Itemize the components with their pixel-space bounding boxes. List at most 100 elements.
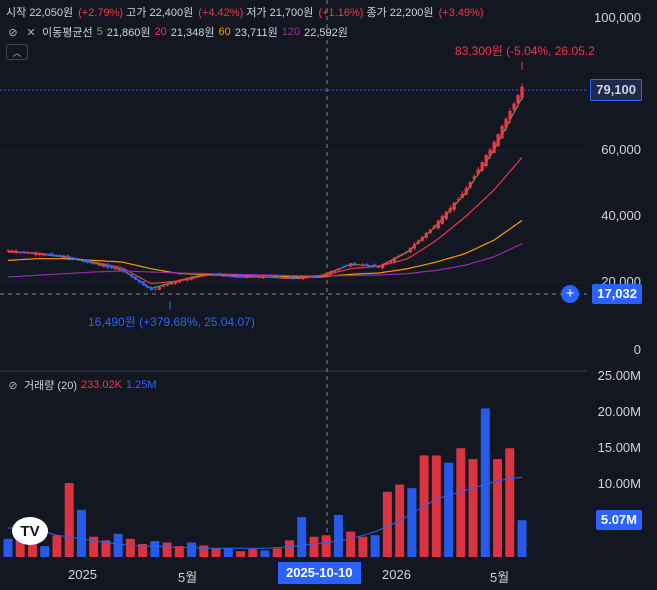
candle-body (349, 263, 353, 267)
candle-body (504, 118, 508, 128)
candle-body (428, 229, 432, 233)
candle-body (321, 274, 325, 277)
candle-body (185, 278, 189, 281)
candle-body (253, 276, 257, 278)
candle-body (181, 279, 185, 281)
candle-body (404, 251, 409, 253)
candle-body (293, 277, 297, 279)
add-alert-button[interactable]: + (561, 285, 579, 303)
moving-average-lines (7, 97, 523, 290)
candle-body (193, 276, 197, 278)
candle-body (173, 281, 177, 284)
candle-body (384, 263, 389, 265)
volume-bar (125, 538, 135, 557)
volume-bar (187, 542, 197, 557)
candle-body (380, 264, 385, 269)
eye-slash-icon[interactable]: ⊘ (8, 379, 18, 392)
vol-tick-20m: 20.00M (597, 404, 641, 419)
vol-tick-25m: 25.00M (597, 368, 641, 383)
ma-line-20 (7, 157, 523, 285)
candle-body (94, 263, 98, 265)
candle-body (90, 262, 94, 264)
ma-line-120 (7, 243, 523, 278)
candle-body (480, 161, 484, 171)
volume-bar (284, 540, 294, 557)
candle-body (169, 283, 173, 285)
candle-body (161, 286, 165, 288)
candle-body (492, 141, 496, 153)
candle-body (205, 273, 209, 276)
close-icon[interactable]: ✕ (26, 26, 36, 39)
candle-body (396, 256, 401, 258)
candle-body (297, 277, 301, 279)
candle-body (464, 188, 468, 195)
candle-body (6, 250, 10, 252)
crosshair-price-badge: 17,032 (592, 284, 642, 304)
eye-slash-icon[interactable]: ⊘ (8, 26, 18, 39)
candle-body (102, 265, 106, 267)
candle-body (361, 264, 365, 266)
candle-body (412, 244, 417, 249)
candle-body (341, 267, 345, 269)
volume-bar (309, 536, 319, 557)
candle-body (209, 273, 213, 275)
candle-body (125, 272, 130, 274)
candle-body (305, 276, 309, 279)
candle-body (225, 275, 229, 277)
volume-bar (76, 509, 86, 557)
candle-body (508, 111, 512, 120)
candle-body (133, 276, 138, 280)
candle-body (269, 276, 273, 278)
ma-title: 이동평균선 (42, 27, 93, 39)
candle-body (229, 276, 233, 278)
candle-body (400, 253, 405, 255)
candle-body (368, 265, 373, 267)
y-tick-0: 0 (633, 342, 641, 357)
candle-body (512, 103, 516, 110)
candle-body (333, 270, 337, 273)
candle-body (452, 202, 456, 210)
volume-badge: 5.07M (595, 510, 642, 530)
volume-ma-line (8, 476, 523, 549)
candle-body (273, 277, 277, 279)
candle-body (237, 275, 241, 278)
tradingview-logo[interactable]: TV (12, 517, 48, 545)
volume-title: 거래량 (20) (24, 380, 77, 392)
y-tick-100000: 100,000 (594, 10, 641, 25)
volume-bar (346, 531, 356, 557)
candle-body (121, 268, 126, 272)
candle-body (496, 133, 500, 146)
candle-body (488, 149, 492, 156)
open-value: 22,050원 (29, 7, 74, 19)
candle-body (74, 258, 78, 260)
candle-body (213, 274, 217, 276)
vol-tick-15m: 15.00M (597, 440, 641, 455)
candle-body (476, 169, 480, 175)
volume-bar (431, 455, 441, 557)
candle-body (145, 286, 150, 288)
candle-body (34, 253, 38, 255)
volume-legend[interactable]: ⊘ 거래량 (20) 233.02K 1.25M (6, 377, 156, 393)
x-tick-may-2026: 5월 (490, 570, 510, 585)
ma20-period: 20 (154, 26, 167, 38)
candle-body (345, 265, 349, 267)
volume-bar (101, 540, 111, 557)
ma-legend[interactable]: ⊘ ✕ 이동평균선 5 21,860원 20 21,348원 60 23,711… (6, 24, 348, 40)
candle-body (325, 273, 329, 277)
candle-body (137, 279, 142, 283)
volume-bar (138, 543, 148, 557)
candle-body (440, 216, 444, 225)
chevron-up-icon[interactable]: ︿ (6, 44, 28, 60)
volume-bar (517, 520, 527, 557)
volume-value: 233.02K (80, 379, 122, 391)
volume-bar (89, 536, 99, 557)
candle-body (420, 236, 424, 241)
candle-body (70, 257, 74, 259)
candle-body (301, 277, 305, 280)
candle-body (54, 255, 58, 257)
candle-body (221, 275, 225, 277)
candle-body (289, 277, 293, 279)
candle-body (261, 276, 265, 279)
ma120-value: 22,592원 (304, 27, 348, 39)
